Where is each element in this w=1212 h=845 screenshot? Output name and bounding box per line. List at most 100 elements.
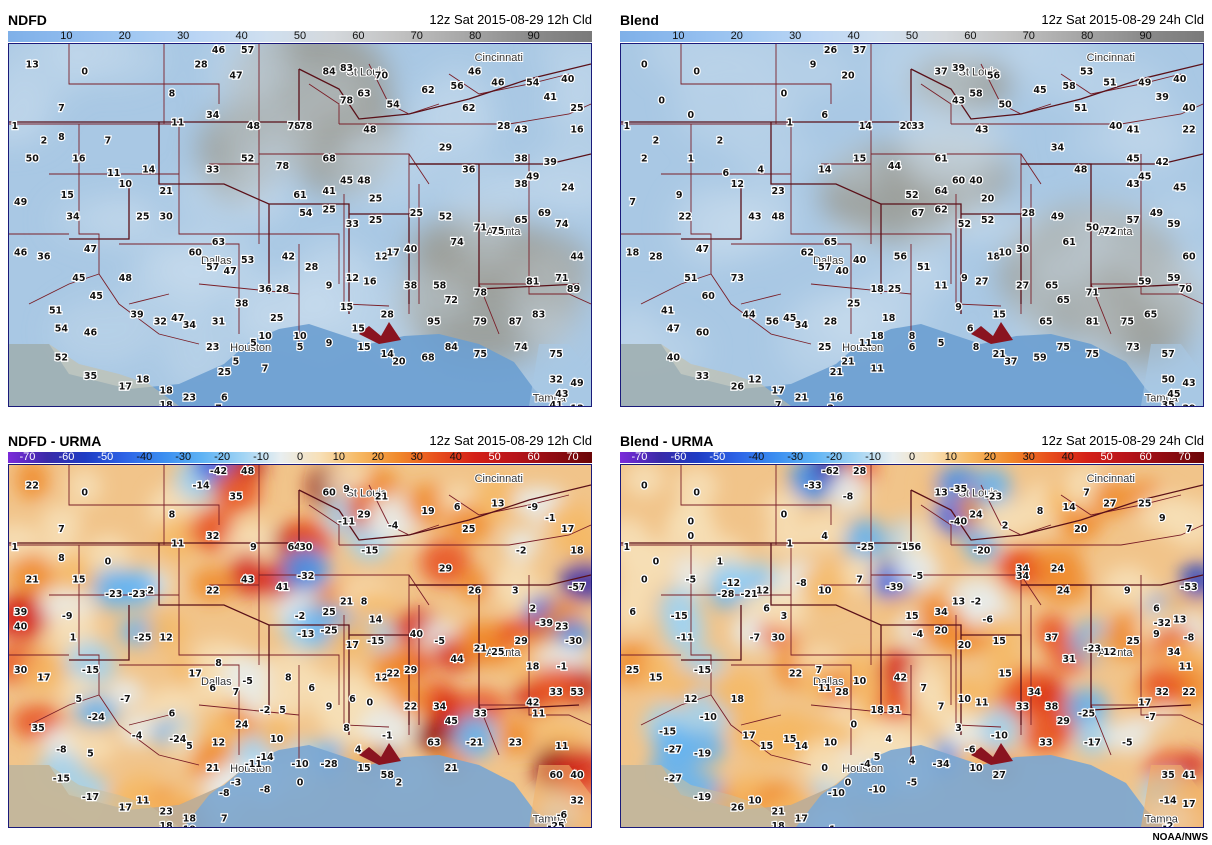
panel-title: Blend [620, 12, 659, 28]
grid-value: -32 [297, 571, 314, 582]
grid-value: 6 [821, 110, 828, 121]
grid-value: 1 [624, 121, 631, 132]
grid-value: -23 [1084, 643, 1101, 654]
grid-value: 0 [297, 777, 304, 788]
map-view[interactable]: St Louis Cincinnati Atlanta Dallas Houston Ta… [620, 464, 1204, 828]
county-boundaries [621, 44, 1203, 345]
grid-value: 4 [355, 745, 362, 756]
grid-value: 65 [515, 215, 528, 226]
grid-value: 12 [375, 672, 388, 683]
grid-value: 60 [549, 770, 563, 781]
grid-value: 46 [491, 78, 505, 89]
grid-value: 20 [841, 70, 855, 81]
grid-value: 17 [346, 640, 359, 651]
city-label: Houston [230, 342, 271, 354]
grid-value: 45 [72, 273, 85, 284]
grid-value: 60 [1182, 251, 1196, 262]
grid-value: 56 [451, 81, 465, 92]
grid-value: 3 [827, 403, 834, 406]
grid-value: 21 [830, 367, 843, 378]
grid-value: 21 [26, 575, 39, 586]
county-boundaries [621, 465, 1203, 766]
grid-value: 44 [451, 654, 465, 665]
grid-value: 15 [72, 575, 85, 586]
city-label: St Louis [959, 488, 999, 500]
panel-title: NDFD [8, 12, 47, 28]
grid-value: 15 [340, 302, 353, 313]
grid-value: 18 [870, 284, 884, 295]
credit-label: NOAA/NWS [1152, 832, 1208, 843]
grid-value: 8 [909, 331, 916, 342]
colorbar-tick-label: 40 [449, 451, 462, 463]
grid-value: -5 [242, 676, 253, 687]
grid-value: 49 [526, 172, 539, 183]
colorbar-tick-label: 20 [983, 451, 996, 463]
grid-value: 13 [491, 499, 504, 510]
city-label: St Louis [347, 488, 387, 500]
grid-value: 41 [549, 400, 562, 406]
colorbar-tick-label: 60 [1139, 451, 1152, 463]
grid-value: 17 [561, 524, 574, 535]
grid-value: 49 [14, 197, 27, 208]
map-view[interactable]: St Louis Cincinnati Atlanta Dallas Houston Ta… [8, 43, 592, 407]
grid-value: 7 [856, 575, 863, 586]
grid-value: 44 [570, 251, 584, 262]
grid-value: 54 [55, 324, 69, 335]
grid-value: 84 [322, 67, 336, 78]
grid-value: 5 [250, 338, 257, 349]
city-label: Cincinnati [1087, 52, 1135, 64]
grid-value: 48 [357, 175, 371, 186]
grid-value: 45 [1167, 389, 1180, 400]
grid-value: 26 [468, 585, 482, 596]
grid-value: 84 [445, 342, 459, 353]
city-label: Atlanta [486, 226, 521, 238]
grid-value: 40 [1173, 74, 1187, 85]
grid-value: 25 [570, 103, 583, 114]
grid-value: 7 [1083, 488, 1090, 499]
grid-value: 28 [497, 121, 511, 132]
grid-value: -8 [260, 785, 271, 796]
grid-value: 40 [969, 175, 983, 186]
grid-value: -5 [434, 636, 445, 647]
colorbar-tick-label: 30 [789, 30, 802, 42]
colorbar-tick-label: -10 [253, 451, 270, 463]
colorbar-tick-label: -40 [136, 451, 153, 463]
grid-value: -15 [367, 636, 384, 647]
grid-value: 62 [934, 204, 947, 215]
map-view[interactable]: St Louis Cincinnati Atlanta Dallas Houston Ta… [620, 43, 1204, 407]
grid-value: 12 [160, 633, 173, 644]
colorbar-tick-label: -70 [631, 451, 648, 463]
map-view[interactable]: St Louis Cincinnati Atlanta Dallas Houston Ta… [8, 464, 592, 828]
grid-value: 23 [160, 806, 173, 817]
grid-value: 57 [241, 45, 254, 56]
grid-value: 40 [836, 266, 850, 277]
grid-value: 0 [641, 480, 648, 491]
grid-value: 13 [26, 59, 39, 70]
grid-value: 14 [142, 164, 156, 175]
grid-value: 10 [824, 738, 838, 749]
grid-value: 21 [841, 356, 854, 367]
grid-value: -28 [321, 759, 339, 770]
grid-value: 4 [885, 734, 892, 745]
grid-value: -25 [857, 542, 874, 553]
grid-value: 3 [955, 723, 962, 734]
grid-value: 71 [555, 273, 568, 284]
grid-value: 35 [1161, 770, 1174, 781]
grid-value: 17 [1138, 698, 1151, 709]
grid-value: 10 [999, 248, 1013, 259]
grid-value: -27 [665, 774, 682, 785]
grid-value: -15 [53, 774, 70, 785]
grid-value: 7 [629, 197, 636, 208]
grid-value: 15 [905, 611, 918, 622]
grid-value: -9 [528, 502, 539, 513]
gulf-of-mexico [9, 745, 554, 827]
grid-value: 75 [474, 349, 487, 360]
grid-value: 60 [702, 291, 716, 302]
grid-value: -10 [700, 712, 718, 723]
colorbar-tick-label: 30 [410, 451, 423, 463]
grid-value: 7 [58, 524, 65, 535]
grid-value: 11 [136, 795, 149, 806]
grid-value: -39 [886, 582, 903, 593]
grid-value: 37 [934, 67, 947, 78]
grid-value: 7 [775, 400, 782, 406]
